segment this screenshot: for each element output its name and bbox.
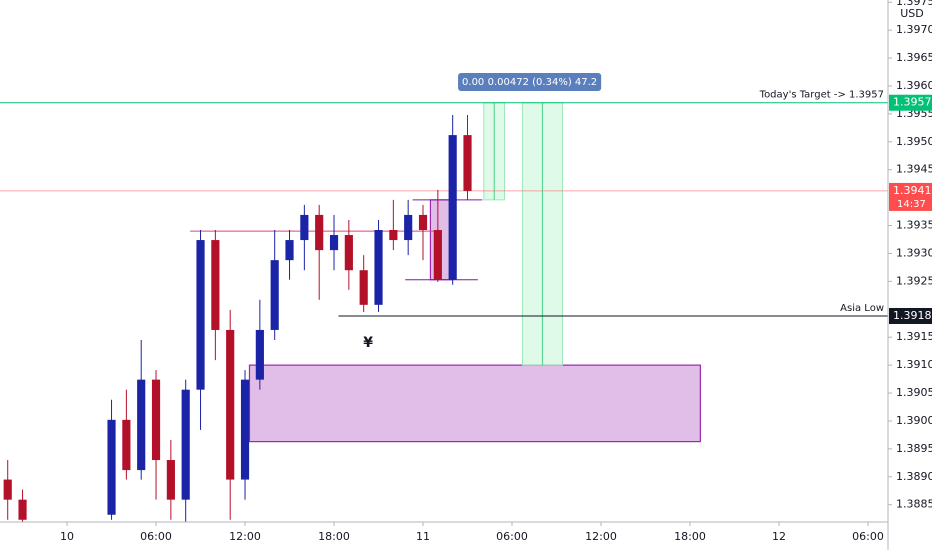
candle-body xyxy=(329,235,339,251)
y-tick-label: 1.39100 xyxy=(896,358,932,371)
position-label: 0.00472 (0.34%) 47.2 xyxy=(488,77,598,88)
level-label: Today's Target -> 1.3957 xyxy=(759,90,884,101)
candle-body xyxy=(433,230,442,280)
candle-body xyxy=(166,460,175,500)
candle-body xyxy=(270,260,279,330)
x-tick-label: 12:00 xyxy=(229,530,261,543)
x-tick-label: 11 xyxy=(416,530,430,543)
annotation: ¥ xyxy=(363,335,373,351)
x-tick-label: 10 xyxy=(60,530,74,543)
candle-body xyxy=(151,379,161,461)
price-label: 1.39412 xyxy=(893,184,932,197)
position-label-bg xyxy=(483,73,602,91)
candle-body xyxy=(374,230,383,305)
y-tick-label: 1.39250 xyxy=(896,274,932,287)
price-label-bg xyxy=(889,182,932,211)
candle-body xyxy=(463,135,472,191)
candle-body xyxy=(3,479,12,500)
y-tick-label: 1.39700 xyxy=(896,23,932,36)
currency: USD xyxy=(900,7,924,20)
y-tick-label: 1.39650 xyxy=(896,51,932,64)
candle-body xyxy=(196,240,205,390)
x-tick-label: 06:00 xyxy=(496,530,528,543)
y-tick-label: 1.39150 xyxy=(896,330,932,343)
zone xyxy=(248,364,701,443)
candle-body xyxy=(344,235,353,271)
candle-body xyxy=(18,499,27,520)
y-tick-label: 1.39350 xyxy=(896,219,932,232)
candle-body xyxy=(359,270,368,305)
y-tick-label: 1.38850 xyxy=(896,498,932,511)
y-tick-label: 1.38950 xyxy=(896,442,932,455)
candle-body xyxy=(389,230,398,241)
candle-body xyxy=(137,379,146,471)
candle-body xyxy=(122,419,131,471)
y-tick-label: 1.39450 xyxy=(896,163,932,176)
price-label-bg xyxy=(889,94,932,111)
price-label-bg xyxy=(889,307,932,324)
candle-body xyxy=(240,379,250,480)
x-tick-label: 06:00 xyxy=(852,530,884,543)
y-tick-label: 1.38900 xyxy=(896,470,932,483)
y-tick-label: 1.39600 xyxy=(896,79,932,92)
countdown: 14:37 xyxy=(897,199,926,210)
x-tick-label: 06:00 xyxy=(140,530,172,543)
x-tick-label: 12:00 xyxy=(585,530,617,543)
price-label: 1.39188 xyxy=(893,309,932,322)
candle-body xyxy=(285,240,294,261)
candle-body xyxy=(448,135,457,280)
price-label: 1.39570 xyxy=(893,96,932,109)
candle-body xyxy=(300,214,309,241)
candle-body xyxy=(418,214,428,231)
y-tick-label: 1.39750 xyxy=(896,0,932,8)
x-tick-label: 18:00 xyxy=(674,530,706,543)
x-tick-label: 12 xyxy=(772,530,786,543)
candle-body xyxy=(255,329,264,380)
candle-body xyxy=(226,329,235,480)
y-tick-label: 1.39500 xyxy=(896,135,932,148)
candle-body xyxy=(315,214,324,251)
candle-body xyxy=(107,419,116,515)
level-label: Asia Low xyxy=(840,303,884,314)
y-tick-label: 1.39000 xyxy=(896,414,932,427)
candle-body xyxy=(211,240,220,330)
x-tick-label: 18:00 xyxy=(318,530,350,543)
y-tick-label: 1.39050 xyxy=(896,386,932,399)
candle-body xyxy=(404,214,413,241)
plot-area: ¥0.00176 (0.10.00472 (0.34%) 47.2 xyxy=(0,73,888,522)
y-tick-label: 1.39300 xyxy=(896,246,932,259)
candle-body xyxy=(181,389,190,500)
